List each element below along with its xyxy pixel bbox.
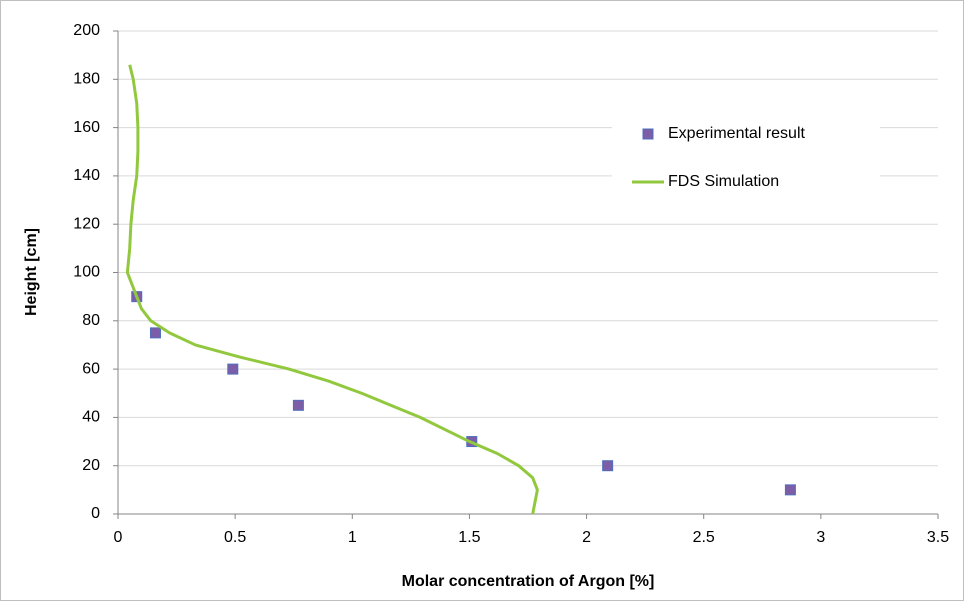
x-tick-label: 1.5 — [458, 529, 480, 546]
y-tick-label: 20 — [82, 457, 100, 474]
x-tick-label: 3.5 — [927, 529, 949, 546]
legend-box — [612, 112, 880, 208]
x-tick-label: 3 — [816, 529, 825, 546]
y-tick-label: 200 — [73, 22, 100, 39]
data-point — [784, 484, 796, 496]
data-line — [125, 64, 539, 515]
data-point — [149, 327, 161, 339]
legend-label: Experimental result — [668, 125, 806, 142]
x-axis-label: Molar concentration of Argon [%] — [402, 573, 655, 590]
y-tick-label: 60 — [82, 360, 100, 377]
y-tick-label: 160 — [73, 119, 100, 136]
x-tick-label: 0 — [114, 529, 123, 546]
y-axis-label: Height [cm] — [23, 228, 40, 316]
y-tick-label: 40 — [82, 409, 100, 426]
x-tick-label: 2.5 — [693, 529, 715, 546]
y-tick-label: 180 — [73, 71, 100, 88]
y-tick-label: 100 — [73, 264, 100, 281]
x-tick-label: 1 — [348, 529, 357, 546]
data-point — [602, 460, 614, 472]
x-tick-label: 0.5 — [224, 529, 246, 546]
y-tick-label: 80 — [82, 312, 100, 329]
data-point — [292, 399, 304, 411]
x-tick-label: 2 — [582, 529, 591, 546]
legend-marker — [642, 128, 654, 140]
y-tick-label: 0 — [91, 505, 100, 522]
y-tick-label: 140 — [73, 167, 100, 184]
legend-label: FDS Simulation — [668, 173, 779, 190]
data-point — [227, 363, 239, 375]
y-tick-label: 120 — [73, 215, 100, 232]
